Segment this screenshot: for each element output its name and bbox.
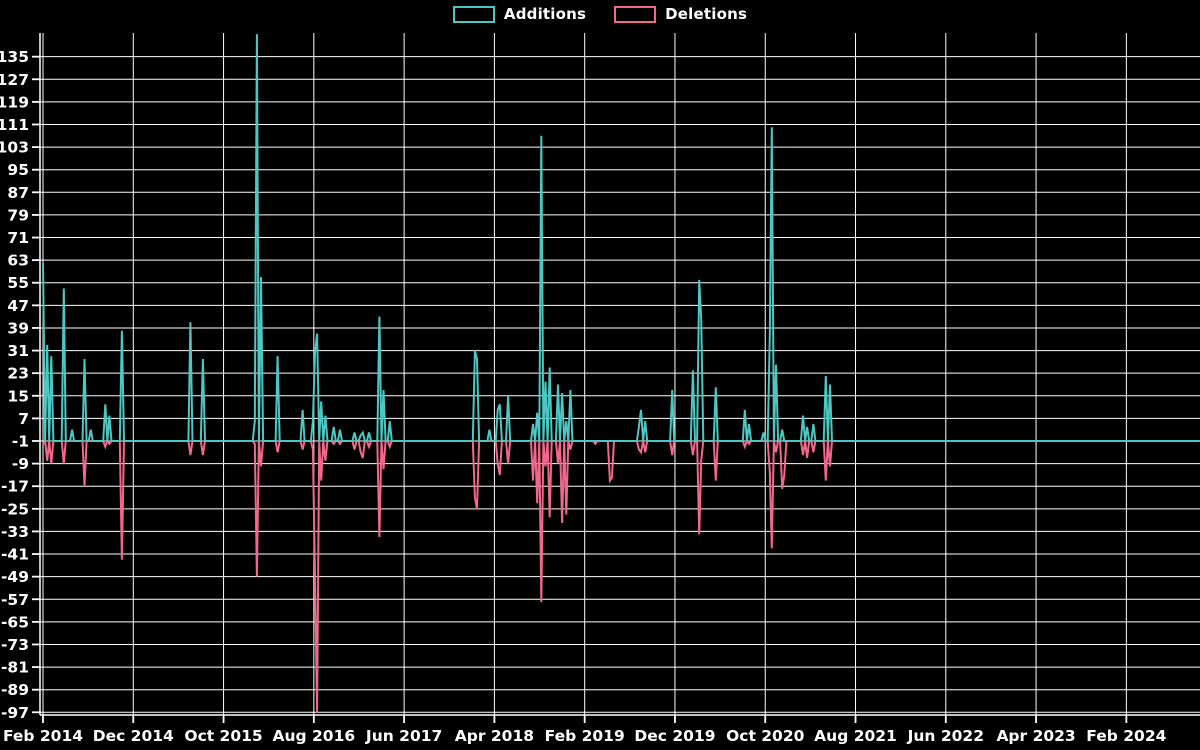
y-tick-label: -57 [1, 591, 29, 609]
x-tick-label: Oct 2015 [184, 727, 262, 745]
x-tick-label: Apr 2023 [996, 727, 1075, 745]
x-tick-label: Aug 2016 [273, 727, 356, 745]
y-tick-label: 47 [7, 297, 29, 315]
y-tick-label: 55 [7, 274, 29, 292]
y-tick-label: 31 [7, 342, 29, 360]
y-tick-label: 135 [0, 48, 29, 66]
axes [39, 33, 1200, 716]
x-tick-label: Feb 2024 [1086, 727, 1166, 745]
y-tick-label: 39 [7, 319, 29, 337]
y-tick-label: -25 [1, 500, 29, 518]
y-tick-label: -1 [12, 433, 29, 451]
additions-line [42, 34, 1200, 442]
x-tick-label: Feb 2019 [545, 727, 625, 745]
y-tick-label: 127 [0, 71, 29, 89]
y-tick-label: 15 [7, 387, 29, 405]
y-tick-label: 71 [7, 229, 29, 247]
y-tick-label: 63 [7, 252, 29, 270]
y-tick-label: 87 [7, 184, 29, 202]
tick-labels: 135 127 119 111 103 95 87 79 71 63 55 47 39 31 23 15 7 -1… [0, 48, 1167, 745]
x-tick-label: Jun 2022 [907, 727, 984, 745]
additions-legend-label: Additions [503, 5, 587, 23]
chart-legend: Additions Deletions [0, 5, 1200, 23]
y-tick-label: -49 [1, 568, 29, 586]
y-tick-label: -41 [1, 546, 29, 564]
y-tick-label: -17 [1, 478, 29, 496]
y-tick-label: 111 [0, 116, 29, 134]
y-tick-label: 95 [7, 161, 29, 179]
x-tick-label: Apr 2018 [455, 727, 534, 745]
y-tick-label: 7 [18, 410, 29, 428]
additions-swatch-icon [452, 5, 495, 23]
y-tick-label: 23 [7, 365, 29, 383]
tick-marks [32, 55, 1128, 723]
x-tick-label: Feb 2014 [3, 727, 83, 745]
y-tick-label: 103 [0, 139, 29, 157]
y-tick-label: -89 [1, 681, 29, 699]
deletions-legend-label: Deletions [665, 5, 748, 23]
y-tick-label: -65 [1, 613, 29, 631]
y-tick-label: -33 [1, 523, 29, 541]
y-tick-label: 119 [0, 93, 29, 111]
x-tick-label: Dec 2014 [93, 727, 174, 745]
y-tick-label: 79 [7, 206, 29, 224]
deletions-swatch-icon [614, 5, 657, 23]
x-tick-label: Aug 2021 [814, 727, 897, 745]
y-tick-label: -73 [1, 636, 29, 654]
legend-item-deletions: Deletions [614, 5, 747, 23]
legend-item-additions: Additions [452, 5, 587, 23]
y-tick-label: -97 [1, 704, 29, 722]
y-tick-label: -9 [12, 455, 29, 473]
x-tick-label: Dec 2019 [634, 727, 715, 745]
x-tick-label: Oct 2020 [726, 727, 805, 745]
y-tick-label: -81 [1, 659, 29, 677]
x-tick-label: Jun 2017 [365, 727, 442, 745]
gridlines [40, 33, 1200, 715]
